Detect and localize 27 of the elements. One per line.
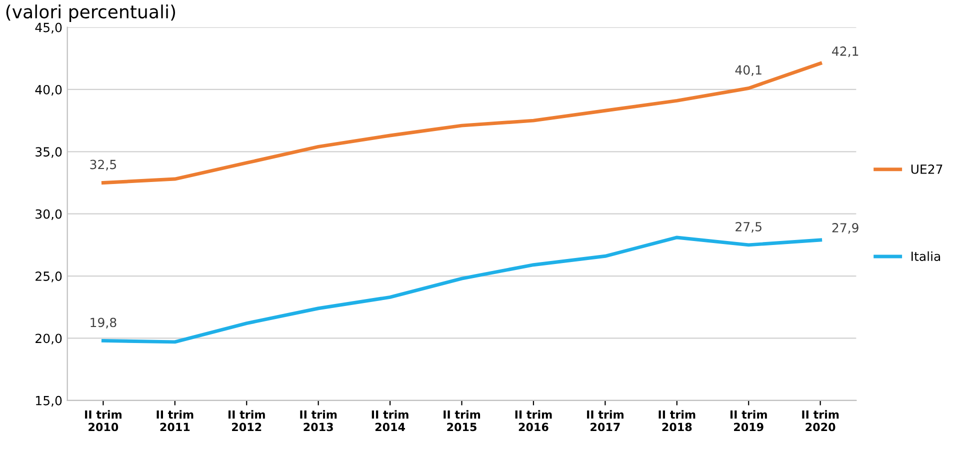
x-tick-label: II trim 2015 xyxy=(444,410,480,432)
x-tick-label: II trim 2016 xyxy=(515,410,552,432)
x-tick-label: II trim 2013 xyxy=(300,410,337,432)
x-tick-label: II trim 2017 xyxy=(587,410,624,432)
y-tick-label: 15,0 xyxy=(36,396,62,407)
legend-label: Italia xyxy=(912,251,940,262)
y-tick-label: 20,0 xyxy=(36,334,62,344)
data-label: 32,5 xyxy=(90,160,116,170)
y-tick-label: 30,0 xyxy=(36,209,62,220)
chart-title: (valori percentuali) xyxy=(6,4,176,22)
y-tick-label: 25,0 xyxy=(36,272,62,282)
x-tick-label: II trim 2012 xyxy=(228,410,265,432)
x-tick-label: II trim 2018 xyxy=(658,410,696,432)
x-tick-label: II trim 2011 xyxy=(156,410,194,432)
x-tick-label: II trim 2014 xyxy=(372,410,408,432)
data-label: 42,1 xyxy=(832,46,858,58)
legend-label: UE27 xyxy=(911,164,942,174)
x-tick-label: II trim 2019 xyxy=(730,410,767,432)
y-tick-label: 35,0 xyxy=(36,147,62,158)
x-tick-label: II trim 2020 xyxy=(802,410,839,432)
data-label: 19,8 xyxy=(90,318,116,328)
data-label: 40,1 xyxy=(735,65,762,76)
y-tick-label: 40,0 xyxy=(35,84,62,96)
data-label: 27,9 xyxy=(832,223,858,234)
x-tick-label: II trim 2010 xyxy=(85,410,122,432)
y-tick-label: 45,0 xyxy=(35,22,62,34)
data-label: 27,5 xyxy=(736,222,762,233)
